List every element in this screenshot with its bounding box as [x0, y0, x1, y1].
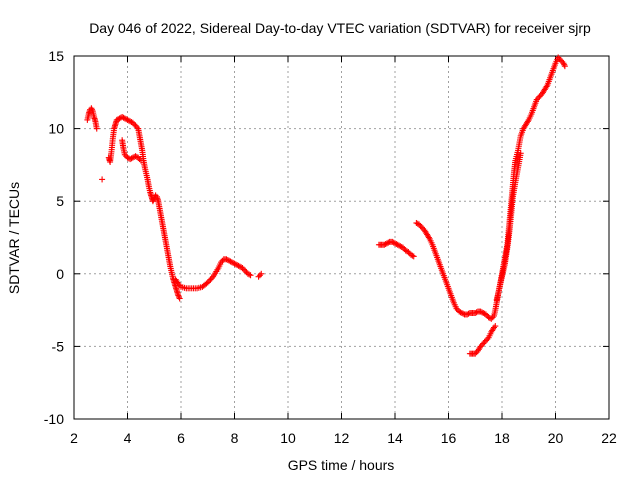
data-point — [175, 292, 182, 299]
data-point — [480, 310, 487, 317]
x-tick-label: 18 — [494, 430, 510, 446]
data-point — [557, 57, 564, 64]
data-point — [207, 276, 214, 283]
data-point — [129, 154, 136, 161]
x-axis-title: GPS time / hours — [288, 457, 395, 473]
data-point — [408, 251, 415, 258]
data-point — [410, 253, 417, 260]
data-point — [409, 252, 416, 259]
data-points — [84, 54, 568, 357]
grid-lines — [74, 56, 609, 419]
data-point — [135, 154, 142, 161]
x-tick-label: 22 — [601, 430, 617, 446]
data-point — [492, 323, 499, 330]
data-point — [413, 219, 420, 226]
axis-ticks — [73, 55, 610, 420]
x-tick-label: 14 — [387, 430, 403, 446]
x-tick-label: 10 — [280, 430, 296, 446]
data-point — [132, 122, 139, 129]
data-point — [247, 272, 254, 279]
y-tick-label: 15 — [48, 48, 64, 64]
data-point — [480, 340, 487, 347]
data-point — [93, 125, 100, 132]
y-tick-label: 5 — [56, 193, 64, 209]
data-point — [416, 221, 423, 228]
data-point — [464, 311, 471, 318]
x-tick-label: 6 — [177, 430, 185, 446]
data-point — [99, 176, 106, 183]
data-point — [385, 239, 392, 246]
x-tick-label: 4 — [124, 430, 132, 446]
x-tick-label: 16 — [441, 430, 457, 446]
data-point — [465, 310, 472, 317]
y-tick-label: -5 — [52, 338, 65, 354]
data-point — [458, 310, 465, 317]
data-point — [405, 249, 412, 256]
data-point — [482, 337, 489, 344]
data-point — [472, 310, 479, 317]
data-point — [256, 272, 263, 279]
data-point — [481, 339, 488, 346]
x-tick-label: 8 — [231, 430, 239, 446]
data-point — [137, 157, 144, 164]
y-axis-title: SDTVAR / TECUs — [6, 182, 22, 294]
data-point — [124, 154, 131, 161]
x-tick-label: 12 — [334, 430, 350, 446]
data-point — [242, 267, 249, 274]
data-point — [255, 273, 262, 280]
data-point — [536, 93, 543, 100]
data-point — [488, 315, 495, 322]
data-point — [486, 315, 493, 322]
y-tick-label: 10 — [48, 121, 64, 137]
y-tick-label: 0 — [56, 266, 64, 282]
data-point — [560, 60, 567, 67]
data-point — [472, 350, 479, 357]
data-point — [473, 309, 480, 316]
data-point — [517, 150, 524, 157]
x-tick-label: 20 — [548, 430, 564, 446]
y-tick-labels: -10 -5 0 5 10 15 — [44, 48, 64, 427]
data-point — [258, 270, 265, 277]
data-point — [176, 295, 183, 302]
x-tick-labels: 2 4 6 8 10 12 14 16 18 20 22 — [70, 430, 617, 446]
y-tick-label: -10 — [44, 411, 64, 427]
chart-title: Day 046 of 2022, Sidereal Day-to-day VTE… — [89, 20, 591, 36]
data-point — [246, 271, 253, 278]
data-point — [460, 310, 467, 317]
data-point — [244, 270, 251, 277]
data-point — [116, 115, 123, 122]
data-point — [402, 247, 409, 254]
data-point — [418, 224, 425, 231]
data-point — [561, 63, 568, 70]
data-point — [383, 240, 390, 247]
x-tick-label: 2 — [70, 430, 78, 446]
